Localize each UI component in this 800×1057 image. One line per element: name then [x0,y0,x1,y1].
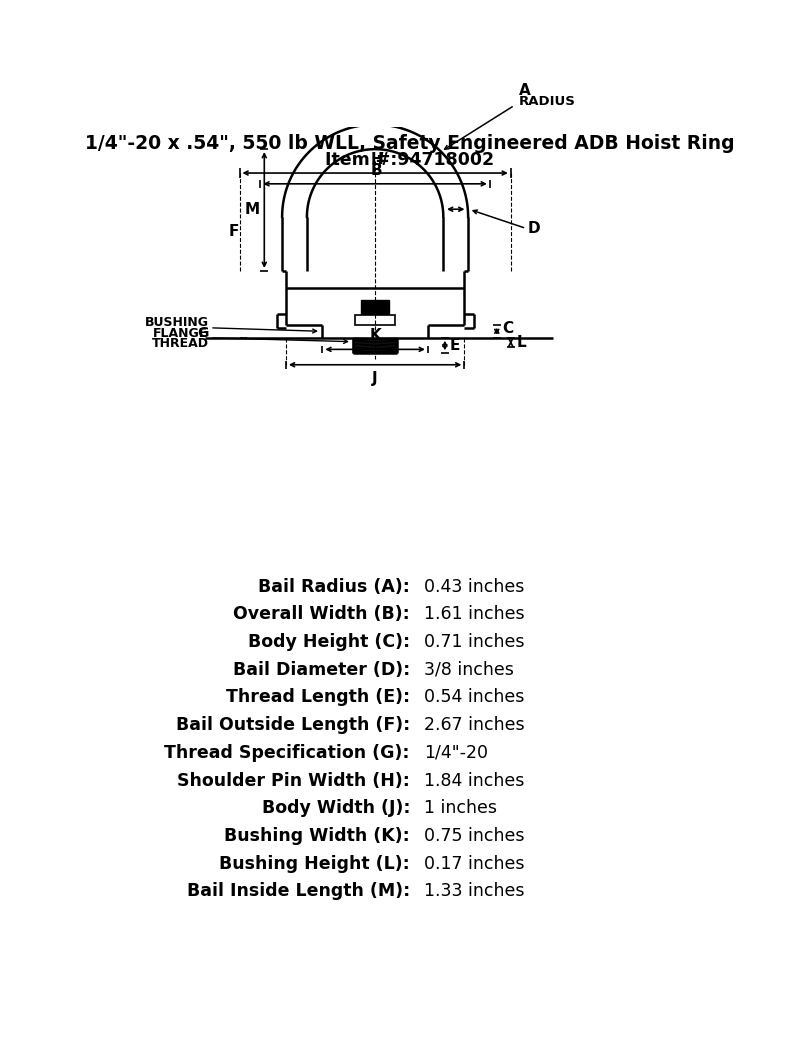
Text: 0.17 inches: 0.17 inches [424,855,525,873]
Text: Thread Length (E):: Thread Length (E): [226,688,410,706]
Text: C: C [502,320,514,336]
Text: Shoulder Pin Width (H):: Shoulder Pin Width (H): [177,772,410,790]
Text: 1/4"-20 x .54", 550 lb WLL, Safety Engineered ADB Hoist Ring: 1/4"-20 x .54", 550 lb WLL, Safety Engin… [85,134,735,153]
Text: RADIUS: RADIUS [518,95,575,109]
Text: 1.84 inches: 1.84 inches [424,772,524,790]
Text: Bail Outside Length (F):: Bail Outside Length (F): [176,717,410,735]
Text: Thread Specification (G):: Thread Specification (G): [165,744,410,762]
Text: 2.67 inches: 2.67 inches [424,717,525,735]
Text: K: K [370,329,381,344]
Text: G: G [197,327,209,340]
Text: 3/8 inches: 3/8 inches [424,661,514,679]
Text: Bail Diameter (D):: Bail Diameter (D): [233,661,410,679]
Text: F: F [228,224,238,239]
Text: Bail Inside Length (M):: Bail Inside Length (M): [186,883,410,901]
Text: B: B [371,164,382,179]
Text: M: M [245,203,260,218]
Text: L: L [516,335,526,350]
Text: Bushing Height (L):: Bushing Height (L): [219,855,410,873]
Text: BUSHING: BUSHING [145,316,209,329]
Text: FLANGE: FLANGE [154,327,209,339]
Text: 1.61 inches: 1.61 inches [424,606,525,624]
Text: 0.75 inches: 0.75 inches [424,827,525,845]
Text: 1 inches: 1 inches [424,799,497,817]
Text: Body Height (C):: Body Height (C): [248,633,410,651]
Text: Body Width (J):: Body Width (J): [262,799,410,817]
Text: 0.71 inches: 0.71 inches [424,633,525,651]
Text: Overall Width (B):: Overall Width (B): [234,606,410,624]
Text: E: E [450,338,460,353]
Text: 1/4"-20: 1/4"-20 [424,744,488,762]
Text: J: J [372,371,378,386]
Text: 1.33 inches: 1.33 inches [424,883,525,901]
Text: 0.54 inches: 0.54 inches [424,688,524,706]
Text: D: D [528,221,541,236]
Text: A: A [518,82,530,97]
Text: Item #:94718002: Item #:94718002 [326,151,494,169]
Text: THREAD: THREAD [151,337,209,351]
Bar [355,315,395,324]
Bar [361,300,389,315]
Text: 0.43 inches: 0.43 inches [424,577,524,595]
Text: H: H [370,152,383,167]
Text: Bushing Width (K):: Bushing Width (K): [224,827,410,845]
Text: Bail Radius (A):: Bail Radius (A): [258,577,410,595]
